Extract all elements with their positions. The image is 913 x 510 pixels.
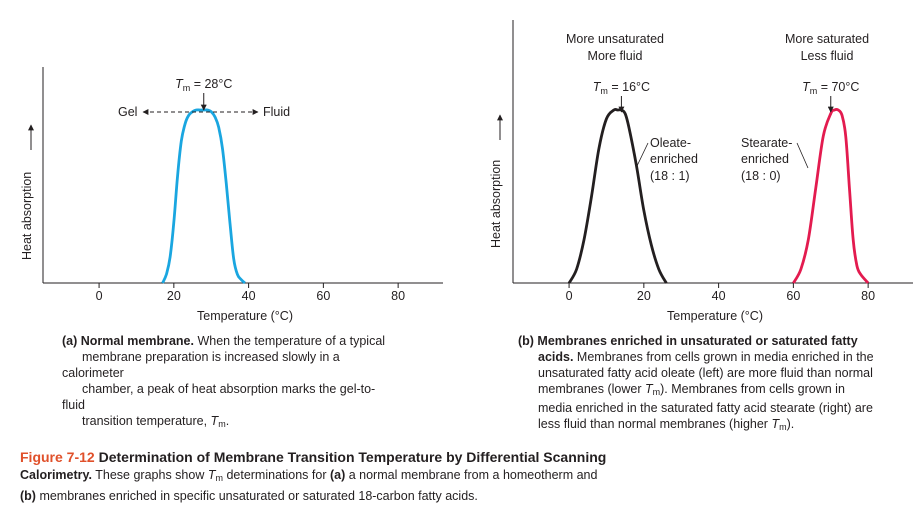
chart-normal-membrane: 0 20 40 60 80 Temperature (°C) Heat absorpti… — [20, 67, 443, 323]
figure-desc-text2: determinations for — [222, 468, 330, 482]
caption-b-line4a: membranes (lower — [538, 382, 645, 396]
tm-symbol: T — [771, 417, 780, 431]
x-tick-label-40: 40 — [242, 289, 256, 303]
tm-right-label: Tm = 70°C — [802, 80, 859, 96]
figure-desc-text4: membranes enriched in specific unsaturat… — [35, 489, 478, 503]
x-tick-label-0: 0 — [566, 289, 573, 303]
tm-subscript: m — [215, 473, 223, 483]
fluid-label: Fluid — [263, 105, 290, 119]
caption-a-line1: When the temperature of a typical — [193, 334, 386, 348]
x-tick-label-80: 80 — [391, 289, 405, 303]
figure-number: Figure 7-12 — [20, 449, 95, 465]
stearate-label-line3: (18 : 0) — [741, 169, 781, 183]
gel-label: Gel — [118, 105, 137, 119]
x-axis-label: Temperature (°C) — [197, 309, 293, 323]
series-line-stearate — [792, 108, 870, 284]
chart-enriched-membranes: 0 20 40 60 80 Temperature (°C) Heat absorpti… — [489, 20, 913, 323]
series-line-normal — [161, 108, 246, 285]
stearate-label-line1: Stearate- — [741, 136, 792, 150]
right-heading-line2: Less fluid — [801, 49, 854, 63]
y-axis-label: Heat absorption — [489, 160, 503, 248]
oleate-label-line2: enriched — [650, 152, 698, 166]
caption-b-line2: Membranes from cells grown in media enri… — [573, 350, 874, 364]
x-tick-label-0: 0 — [96, 289, 103, 303]
x-tick-label-80: 80 — [861, 289, 875, 303]
left-heading-line2: More fluid — [588, 49, 643, 63]
left-heading-line1: More unsaturated — [566, 32, 664, 46]
caption-a-line4: transition temperature, — [82, 414, 211, 428]
caption-a-label: (a) Normal membrane. — [62, 334, 194, 348]
right-heading-line1: More saturated — [785, 32, 869, 46]
figure-desc-text1: These graphs show — [92, 468, 208, 482]
figure-title-text: Determination of Membrane Transition Tem… — [98, 449, 607, 465]
stearate-leader-line — [796, 142, 809, 169]
y-axis-label: Heat absorption — [20, 172, 34, 260]
caption-b-line6a: less fluid than normal membranes (higher — [538, 417, 772, 431]
caption-b-line6b: ). — [786, 417, 795, 431]
figure-charts: 0 20 40 60 80 Temperature (°C) Heat absorpti… — [20, 20, 913, 323]
caption-b: (b) Membranes enriched in unsaturated or… — [518, 333, 908, 435]
figure-desc-lead: Calorimetry. — [20, 468, 93, 482]
tm-left-label: Tm = 16°C — [593, 80, 650, 96]
oleate-label-line1: Oleate- — [650, 136, 691, 150]
figure-desc-a: (a) — [329, 468, 346, 482]
tm-subscript: m — [218, 419, 226, 429]
x-tick-label-60: 60 — [316, 289, 330, 303]
caption-a-line3: chamber, a peak of heat absorption marks… — [62, 382, 376, 412]
stearate-label-line2: enriched — [741, 152, 789, 166]
tm-symbol: T — [644, 382, 653, 396]
x-tick-label-60: 60 — [786, 289, 800, 303]
tm-label: Tm = 28°C — [175, 77, 232, 93]
x-tick-label-20: 20 — [637, 289, 651, 303]
x-tick-label-20: 20 — [167, 289, 181, 303]
caption-b-line3: unsaturated fatty acid oleate (left) are… — [538, 366, 873, 380]
caption-b-label1: (b) Membranes enriched in unsaturated or… — [518, 334, 858, 348]
caption-b-label2: acids. — [538, 350, 574, 364]
tm-symbol: T — [210, 414, 219, 428]
tm-subscript: m — [652, 387, 661, 397]
figure-description: Calorimetry. These graphs show Tm determ… — [20, 466, 900, 505]
caption-b-line4b: ). Membranes from cells grown in — [660, 382, 845, 396]
oleate-leader-line — [636, 142, 649, 167]
figure-desc-b: (b) — [20, 489, 36, 503]
caption-a: (a) Normal membrane. When the temperatur… — [62, 333, 392, 432]
caption-a-line2: membrane preparation is increased slowly… — [62, 350, 340, 380]
x-tick-label-40: 40 — [712, 289, 726, 303]
figure-desc-text3: a normal membrane from a homeotherm and — [345, 468, 598, 482]
oleate-label-line3: (18 : 1) — [650, 169, 690, 183]
caption-b-line5: media enriched in the saturated fatty ac… — [538, 401, 873, 415]
tm-subscript: m — [779, 422, 787, 432]
x-axis-label: Temperature (°C) — [667, 309, 763, 323]
figure-title: Figure 7-12 Determination of Membrane Tr… — [20, 449, 606, 465]
caption-a-end: . — [225, 414, 230, 428]
tm-symbol: T — [207, 468, 216, 482]
